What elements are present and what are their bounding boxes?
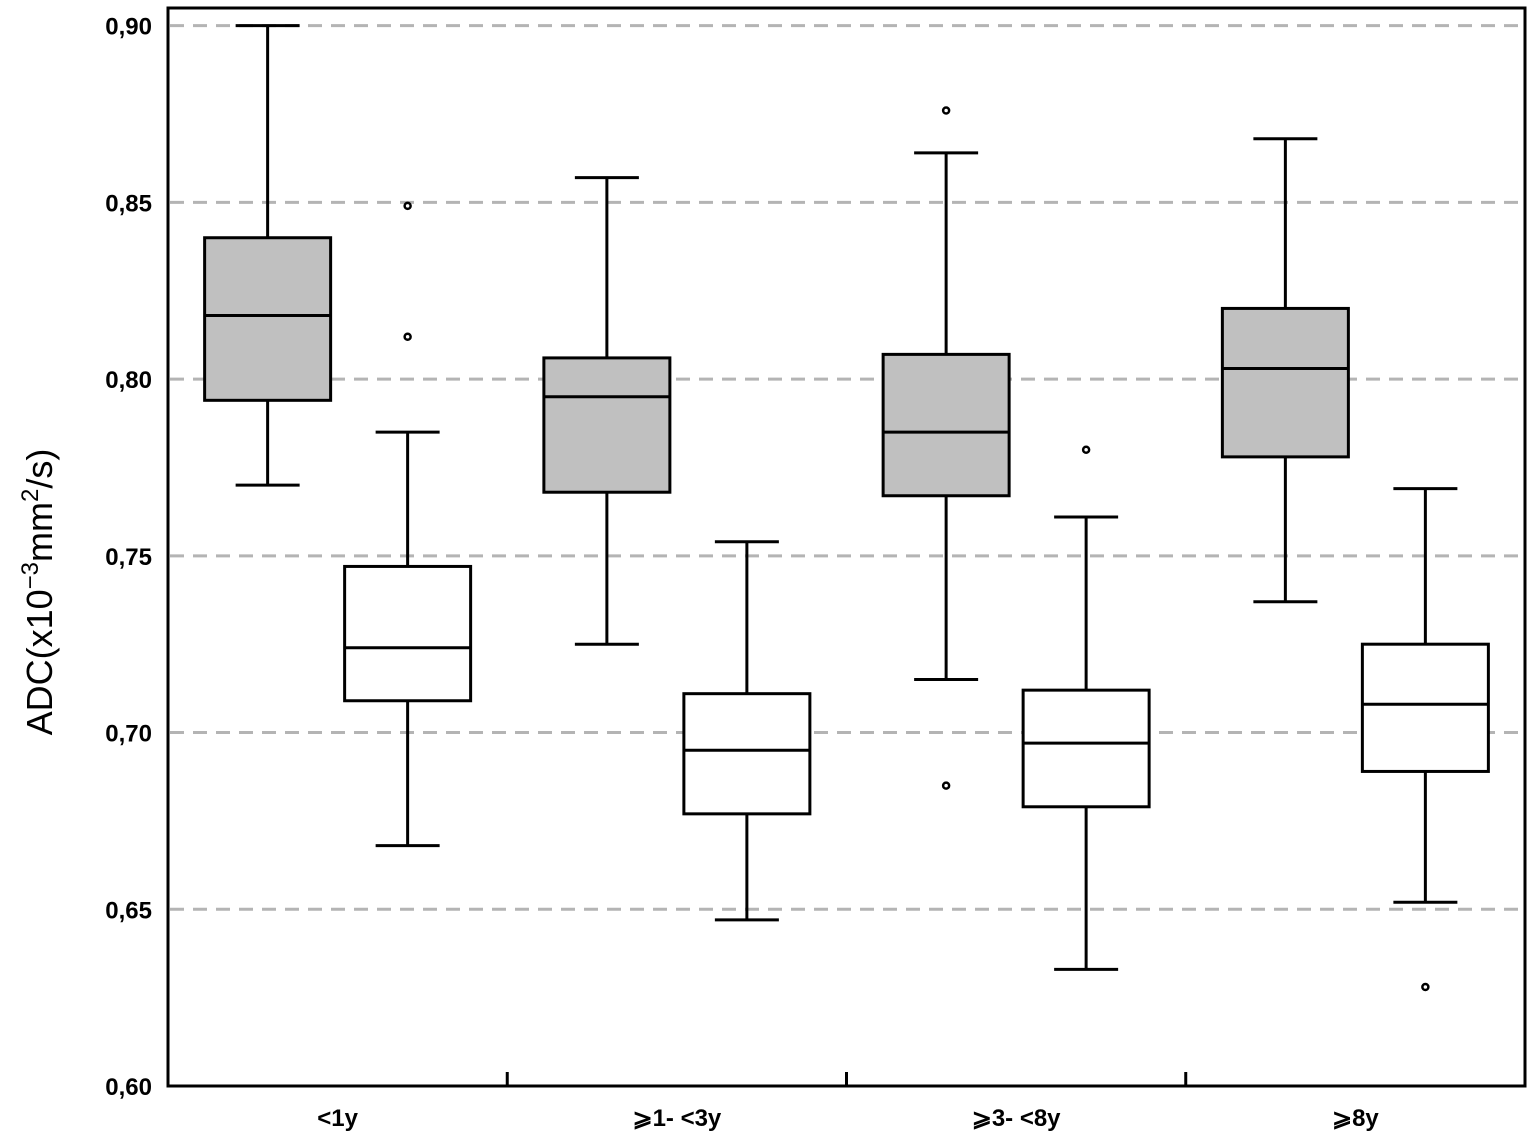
iqr-box: [203, 236, 333, 402]
box-group: [682, 540, 812, 922]
y-tick-label: 0,90: [105, 14, 152, 41]
outlier-point: [403, 201, 412, 211]
iqr-box: [1360, 642, 1490, 773]
iqr-box: [682, 692, 812, 816]
iqr-box: [1021, 688, 1151, 809]
iqr-box: [1220, 306, 1350, 459]
box-group: [1021, 445, 1151, 971]
y-tick-label: 0,70: [105, 721, 152, 748]
y-axis-title-exponent: −3: [17, 562, 44, 589]
outlier-point: [1421, 982, 1430, 992]
y-axis-title-unit: mm: [19, 502, 60, 562]
outlier-point: [1081, 445, 1091, 455]
iqr-box: [881, 352, 1011, 498]
y-tick-label: 0,85: [105, 190, 152, 217]
y-tick-label: 0,80: [105, 367, 152, 394]
box-group: [1360, 487, 1490, 992]
gridlines: [170, 24, 1523, 911]
box-group: [1220, 137, 1350, 604]
x-tick-label: <1y: [317, 1105, 358, 1132]
plot-frame: [166, 6, 1527, 1088]
outlier-point: [403, 332, 412, 341]
x-tick-label: ⩾1- <3y: [632, 1105, 721, 1132]
y-tick-label: 0,65: [105, 897, 152, 924]
box-group: [343, 201, 473, 848]
x-tick-label: ⩾3- <8y: [972, 1105, 1061, 1132]
outlier-point: [941, 106, 951, 115]
y-tick-label: 0,75: [105, 544, 152, 571]
x-tick-label: ⩾8y: [1332, 1105, 1379, 1132]
iqr-box: [542, 356, 672, 494]
iqr-box: [343, 564, 473, 703]
y-axis-title-unit-exponent: 2: [17, 489, 44, 502]
tick-labels: 0,60 0,65 0,70 0,75 0,80 0,85 0,90 <1y ⩾1- <3y ⩾3…: [105, 14, 1379, 1132]
box-group: [542, 176, 672, 646]
y-axis-title: ADC(x10−3mm2/s): [17, 449, 60, 736]
y-tick-label: 0,60: [105, 1074, 152, 1101]
box-group: [881, 106, 1011, 790]
box-group: [203, 24, 333, 487]
outlier-point: [941, 781, 951, 790]
box-plots: [203, 24, 1490, 992]
axes: [166, 6, 1527, 1088]
y-axis-title-base: ADC(x10: [19, 589, 60, 735]
y-axis-title-suffix: /s): [19, 449, 60, 489]
